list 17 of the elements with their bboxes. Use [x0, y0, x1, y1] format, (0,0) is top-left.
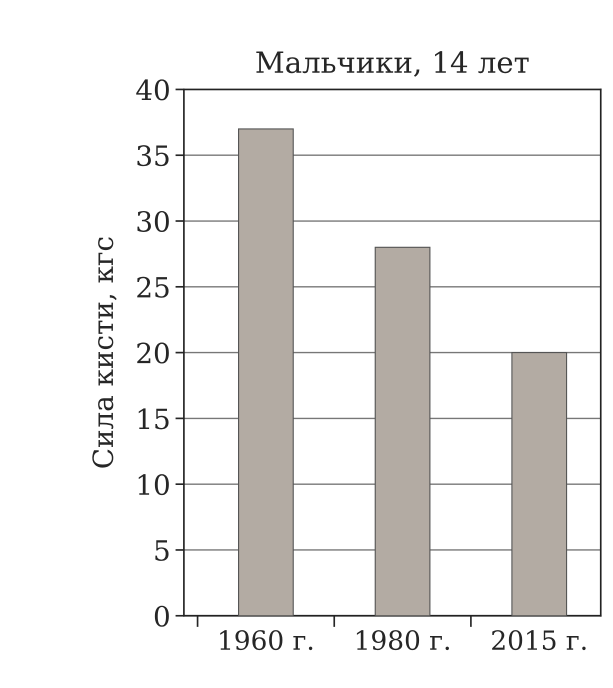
x-tick-label: 2015 г. — [492, 630, 586, 650]
y-tick-label: 10 — [138, 474, 169, 496]
x-tick-label: 1980 г. — [356, 630, 449, 650]
bar — [374, 246, 430, 616]
y-tick-label: 40 — [136, 79, 169, 100]
y-tick-label: 5 — [155, 540, 169, 561]
y-tick-label: 15 — [138, 408, 169, 430]
chart-title: Мальчики, 14 лет — [256, 51, 529, 77]
y-tick-label: 35 — [137, 145, 169, 166]
bar — [511, 352, 568, 616]
y-tick-label: 0 — [154, 606, 169, 627]
y-axis-title: Сила кисти, кгс — [92, 237, 117, 468]
x-tick-label: 1960 г. — [220, 630, 312, 650]
y-tick-label: 30 — [137, 210, 169, 232]
y-tick-label: 20 — [137, 342, 169, 364]
bar — [238, 128, 294, 616]
y-tick-label: 25 — [137, 276, 169, 298]
